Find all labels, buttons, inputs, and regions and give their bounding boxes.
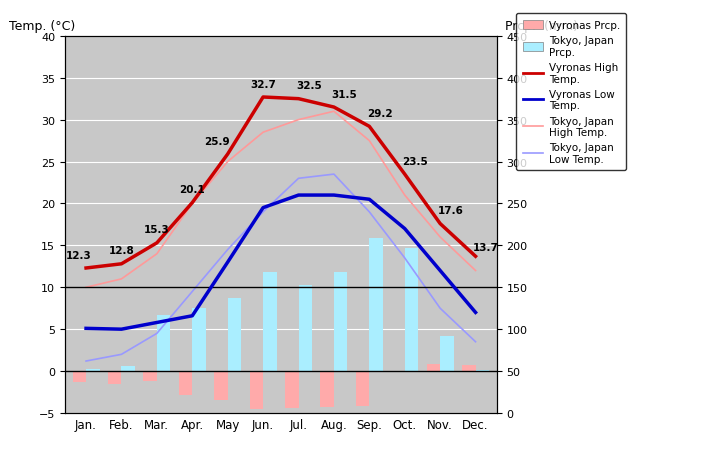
Bar (369, 238, 383, 371)
Bar (250, 371, 263, 409)
Bar (143, 371, 157, 381)
Bar (462, 365, 475, 371)
Bar (285, 371, 299, 408)
Bar (192, 308, 206, 371)
Bar (263, 273, 276, 371)
Bar (73, 371, 86, 382)
Text: Temp. (°C): Temp. (°C) (9, 20, 75, 33)
Bar (299, 285, 312, 371)
Bar (475, 370, 489, 371)
Text: 15.3: 15.3 (144, 225, 170, 235)
Text: 12.8: 12.8 (109, 246, 135, 256)
Bar (440, 336, 454, 371)
Text: 29.2: 29.2 (367, 109, 393, 119)
Legend: Vyronas Prcp., Tokyo, Japan
Prcp., Vyronas High
Temp., Vyronas Low
Temp., Tokyo,: Vyronas Prcp., Tokyo, Japan Prcp., Vyron… (516, 14, 626, 171)
Text: 31.5: 31.5 (332, 90, 357, 100)
Text: 23.5: 23.5 (402, 157, 428, 166)
Text: Prcp.  (mm): Prcp. (mm) (505, 20, 578, 33)
Bar (427, 364, 440, 371)
Bar (86, 369, 99, 371)
Text: 17.6: 17.6 (438, 206, 464, 216)
Bar (122, 366, 135, 371)
Bar (320, 371, 334, 407)
Text: 12.3: 12.3 (66, 250, 92, 260)
Bar (179, 371, 192, 395)
Bar (356, 371, 369, 406)
Bar (215, 371, 228, 401)
Text: 32.5: 32.5 (296, 81, 322, 91)
Bar (405, 248, 418, 371)
Bar (157, 315, 171, 371)
Bar (334, 273, 347, 371)
Bar (228, 298, 241, 371)
Text: 25.9: 25.9 (204, 136, 230, 146)
Text: 13.7: 13.7 (473, 242, 499, 252)
Text: 20.1: 20.1 (179, 185, 205, 195)
Text: 32.7: 32.7 (250, 79, 276, 90)
Bar (108, 371, 122, 384)
